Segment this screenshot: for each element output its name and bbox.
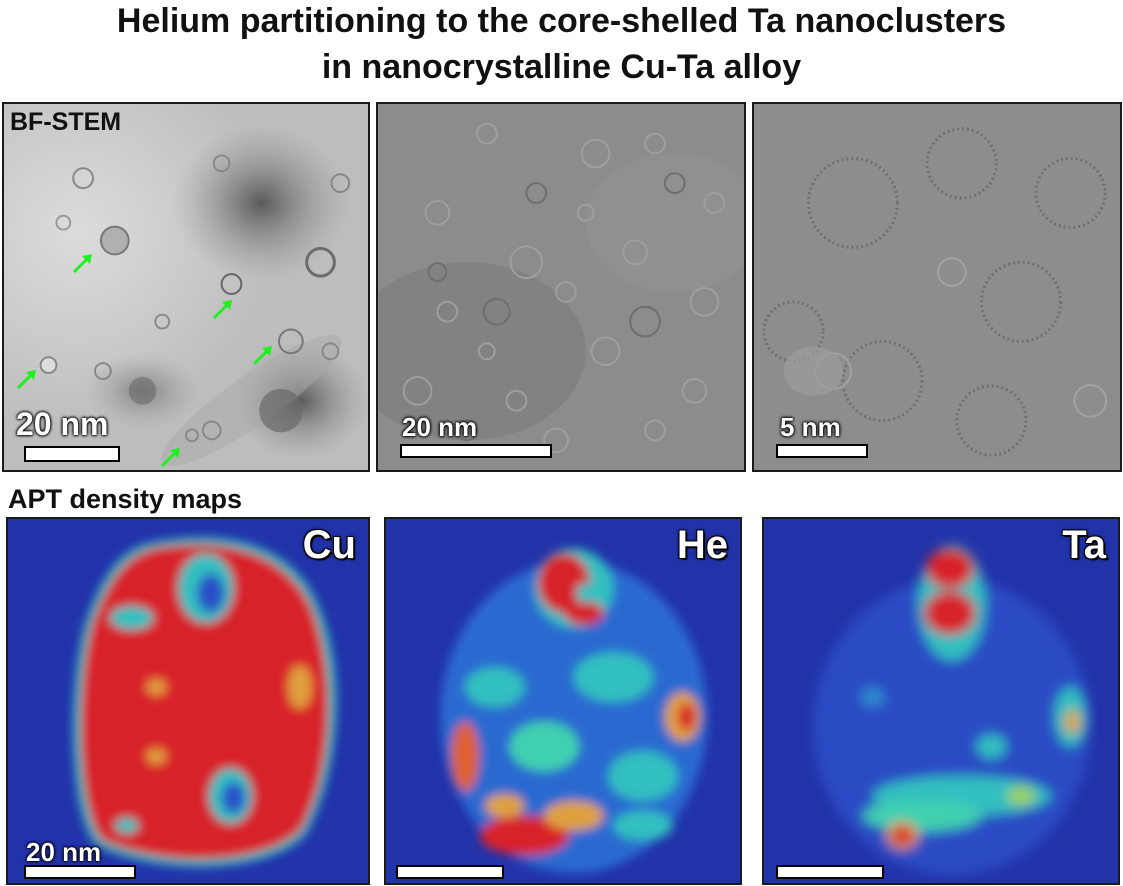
stem-scalebar-2 [400,444,552,458]
green-arrow-icon [72,254,92,274]
apt-section-label: APT density maps [8,484,243,514]
apt-panel-cu: Cu 20 nm [6,517,370,885]
apt-map-ta [764,519,1118,883]
stem-image-3 [754,104,1120,470]
green-arrow-icon [252,346,272,366]
green-arrow-icon [160,448,180,468]
green-arrow-icon [212,300,232,320]
apt-element-label-he: He [676,523,728,567]
stem-image-1 [4,104,368,470]
apt-scalebar-ta [776,865,884,879]
stem-panel-1: BF-STEM 20 nm [2,102,370,472]
apt-scale-label-cu: 20 nm [26,837,102,867]
stem-panel-2: 20 nm [376,102,746,472]
stem-scale-label-2: 20 nm [402,412,478,442]
apt-map-cu [8,519,368,883]
stem-panel-3: 5 nm [752,102,1122,472]
stem-scale-label-1: 20 nm [16,406,109,442]
green-arrow-icon [16,370,36,390]
apt-panel-ta: Ta [762,517,1120,885]
apt-map-he [386,519,740,883]
stem-scalebar-1 [24,446,120,462]
apt-scalebar-cu [24,865,136,879]
stem-image-2 [378,104,744,470]
apt-element-label-cu: Cu [302,523,356,567]
stem-section-label: BF-STEM [10,108,122,136]
figure-title-line1: Helium partitioning to the core-shelled … [116,2,1007,40]
apt-panel-he: He [384,517,742,885]
stem-scale-label-3: 5 nm [780,412,841,442]
apt-element-label-ta: Ta [1062,523,1106,567]
apt-scalebar-he [396,865,504,879]
figure-title-line2: in nanocrystalline Cu-Ta alloy [321,48,802,86]
stem-scalebar-3 [776,444,868,458]
